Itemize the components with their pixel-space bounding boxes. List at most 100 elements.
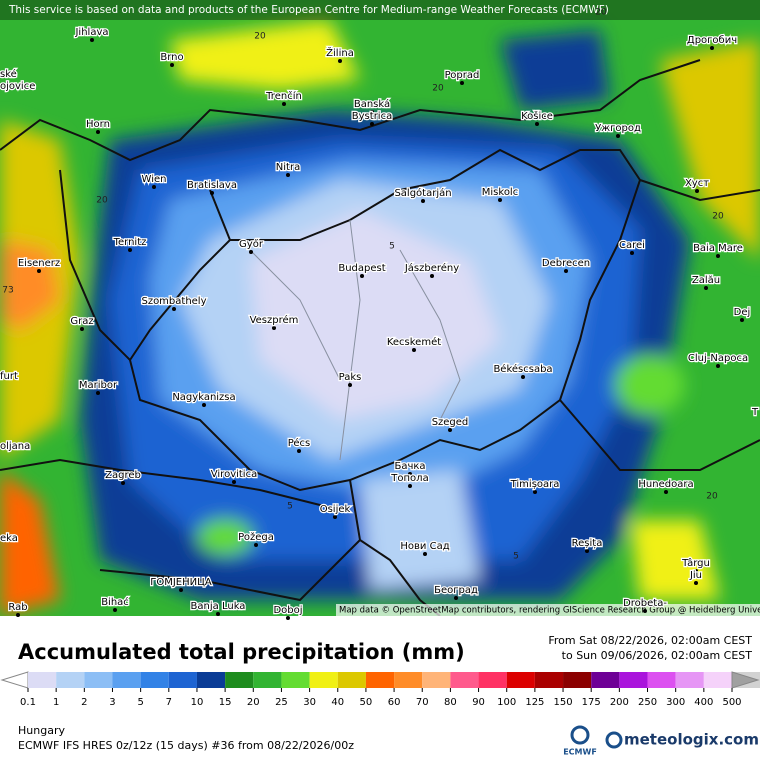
city-dot <box>740 318 744 322</box>
city-label: Zalău <box>692 275 720 286</box>
colorbar-cell <box>309 672 338 688</box>
colorbar-cell <box>337 672 366 688</box>
contour-label: 5 <box>513 552 519 562</box>
colorbar-cell <box>28 672 57 688</box>
city-label: Požega <box>238 531 274 543</box>
colorbar-label: 40 <box>331 697 344 708</box>
city-label: Debrecen <box>542 258 590 269</box>
city-label: Banja Luka <box>191 601 246 612</box>
city-dot <box>286 616 290 620</box>
city-label: Jiu <box>689 570 702 581</box>
period-to: to Sun 09/06/2026, 02:00am CEST <box>562 649 753 662</box>
city-dot <box>282 102 286 106</box>
city-dot <box>370 110 374 114</box>
city-label: Žilina <box>326 46 354 59</box>
colorbar-label: 80 <box>444 697 457 708</box>
city-label: Brno <box>160 52 183 63</box>
city-label: Trenčín <box>265 90 302 102</box>
city-label: Топола <box>390 473 428 484</box>
colorbar-cell <box>450 672 479 688</box>
contour-label: 20 <box>706 492 718 502</box>
city-label: Jihlava <box>74 27 108 38</box>
city-label: Virovitica <box>211 469 257 480</box>
city-dot <box>630 251 634 255</box>
city-dot <box>430 274 434 278</box>
city-label: Eisenerz <box>18 258 60 269</box>
city-dot <box>179 588 183 592</box>
city-dot <box>348 383 352 387</box>
colorbar-label: 0.1 <box>20 697 36 708</box>
colorbar-label: 125 <box>525 697 544 708</box>
meteologix-logo: meteologix.com <box>624 731 759 749</box>
colorbar-label: 400 <box>694 697 713 708</box>
city-label: Zagreb <box>105 470 141 481</box>
city-dot <box>408 472 412 476</box>
colorbar-label: 15 <box>219 697 232 708</box>
city-dot <box>360 274 364 278</box>
city-dot <box>210 191 214 195</box>
colorbar-cell <box>394 672 423 688</box>
colorbar-cell <box>703 672 732 688</box>
city-label: Banská <box>354 98 390 110</box>
city-dot <box>338 59 342 63</box>
colorbar-label: 60 <box>388 697 401 708</box>
city-dot <box>412 348 416 352</box>
city-label: Drobeta- <box>623 598 667 609</box>
city-dot <box>272 326 276 330</box>
city-dot <box>202 403 206 407</box>
colorbar-cell <box>478 672 507 688</box>
city-label: ské <box>0 68 17 80</box>
city-label: Nagykanizsa <box>172 392 235 403</box>
colorbar-arrow <box>731 671 760 689</box>
city-dot <box>695 189 699 193</box>
city-label: Târgu <box>681 557 710 569</box>
colorbar-label: 150 <box>553 697 572 708</box>
city-dot <box>297 449 301 453</box>
city-label: Graz <box>70 316 93 327</box>
city-dot <box>521 375 525 379</box>
city-dot <box>90 38 94 42</box>
map <box>0 0 760 616</box>
ecmwf-logo: ECMWF <box>563 748 597 757</box>
colorbar-label: 70 <box>416 697 429 708</box>
colorbar-cell <box>563 672 592 688</box>
city-dot <box>96 130 100 134</box>
city-dot <box>448 428 452 432</box>
city-dot <box>716 254 720 258</box>
city-dot <box>585 549 589 553</box>
meteologix-icon <box>605 731 623 749</box>
colorbar-cell <box>112 672 141 688</box>
contour-label: 20 <box>712 212 724 222</box>
colorbar-cell <box>675 672 704 688</box>
notice: This service is based on data and produc… <box>8 4 609 16</box>
colorbar-cell <box>56 672 85 688</box>
city-label: Jászberény <box>404 262 459 274</box>
city-label: furt <box>0 371 18 382</box>
city-dot <box>616 134 620 138</box>
city-dot <box>216 612 220 616</box>
colorbar-cell <box>84 672 113 688</box>
city-dot <box>37 269 41 273</box>
city-label: oljana <box>0 441 30 452</box>
colorbar-cell <box>140 672 169 688</box>
city-dot <box>172 307 176 311</box>
colorbar-cell <box>196 672 226 688</box>
colorbar-label: 1 <box>53 697 59 708</box>
colorbar-label: 7 <box>166 697 172 708</box>
city-label: Wien <box>142 174 167 185</box>
city-dot <box>533 490 537 494</box>
city-dot <box>704 286 708 290</box>
city-label: Timișoara <box>510 479 560 490</box>
city-dot <box>643 609 647 613</box>
city-dot <box>421 199 425 203</box>
colorbar-cell <box>591 672 620 688</box>
colorbar-label: 200 <box>610 697 629 708</box>
colorbar-label: 500 <box>722 697 741 708</box>
city-dot <box>694 569 698 573</box>
city-label: Budapest <box>338 263 385 274</box>
city-label: Baia Mare <box>693 243 743 254</box>
city-label: Miskolc <box>482 187 518 198</box>
city-label: Bihać <box>101 596 129 608</box>
city-dot <box>113 608 117 612</box>
